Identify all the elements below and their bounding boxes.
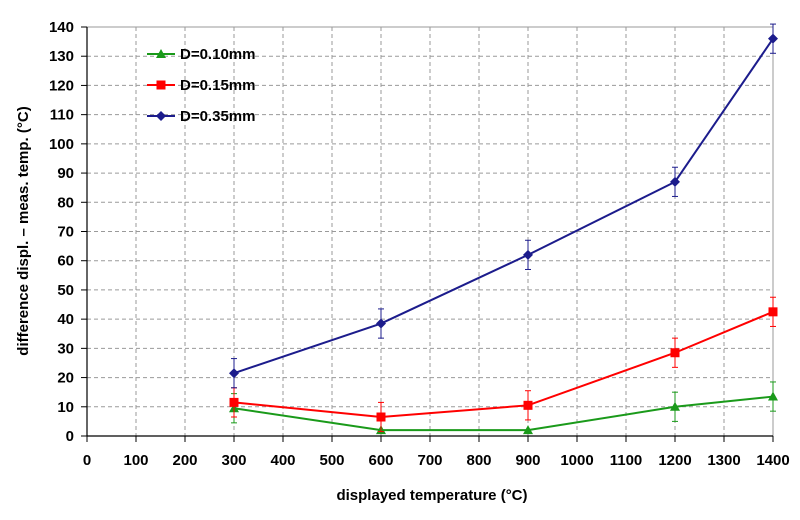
x-tick-label: 1400 [756,452,789,469]
x-tick-label: 900 [515,452,540,469]
data-point [229,397,239,407]
legend-item: D=0.35mm [147,108,255,125]
legend-item: D=0.10mm [147,46,255,63]
y-tick-label: 100 [49,136,74,153]
data-point [670,348,680,358]
x-tick-label: 600 [368,452,393,469]
x-tick-label: 1300 [707,452,740,469]
legend-marker [156,80,166,90]
x-axis-label: displayed temperature (°C) [336,487,527,504]
legend-label: D=0.10mm [180,46,255,63]
y-tick-label: 40 [57,311,74,328]
x-tick-label: 1200 [658,452,691,469]
x-tick-label: 0 [83,452,91,469]
y-tick-label: 50 [57,282,74,299]
data-point [523,400,533,410]
data-point [523,249,533,260]
y-tick-label: 60 [57,253,74,270]
legend-label: D=0.15mm [180,77,255,94]
grid [86,26,774,437]
data-point [670,401,680,411]
legend-item: D=0.15mm [147,77,255,94]
y-tick-label: 90 [57,165,74,182]
y-tick-label: 120 [49,77,74,94]
legend-marker [156,49,166,58]
x-tick-label: 700 [417,452,442,469]
y-tick-label: 70 [57,224,74,241]
data-point [768,307,778,317]
y-tick-label: 80 [57,194,74,211]
y-tick-label: 110 [50,107,74,124]
x-tick-label: 500 [319,452,344,469]
y-tick-labels: 0 10 20 30 40 50 60 70 80 90 100 110 120 130 140 [49,19,74,445]
x-tick-label: 400 [270,452,295,469]
x-tick-labels: 0 100 200 300 400 500 600 700 800 900 1000 1100 1200… [83,452,790,469]
y-tick-label: 20 [57,370,74,387]
y-tick-label: 10 [57,399,74,416]
x-tick-label: 1000 [560,452,593,469]
data-point [768,391,778,401]
x-tick-label: 200 [172,452,197,469]
y-tick-label: 0 [66,428,74,445]
legend: D=0.10mm D=0.15mm D=0.35mm [147,46,255,125]
x-tick-label: 1100 [610,452,643,469]
data-point [229,368,239,379]
legend-marker [156,111,166,121]
data-point [768,33,778,44]
series-D=0.15mm [229,296,778,433]
y-axis-label: difference displ. – meas. temp. (°C) [15,106,32,355]
data-point [670,176,680,187]
legend-label: D=0.35mm [180,108,255,125]
x-tick-label: 100 [123,452,148,469]
x-tick-label: 800 [466,452,491,469]
series-D=0.35mm [229,23,778,389]
data-point [376,318,386,329]
axes [81,26,774,442]
y-tick-label: 140 [49,19,74,36]
series-layer [229,23,778,435]
x-tick-label: 300 [221,452,246,469]
y-tick-label: 30 [57,340,74,357]
data-point [376,412,386,422]
y-tick-label: 130 [49,48,74,65]
data-point [523,425,533,435]
